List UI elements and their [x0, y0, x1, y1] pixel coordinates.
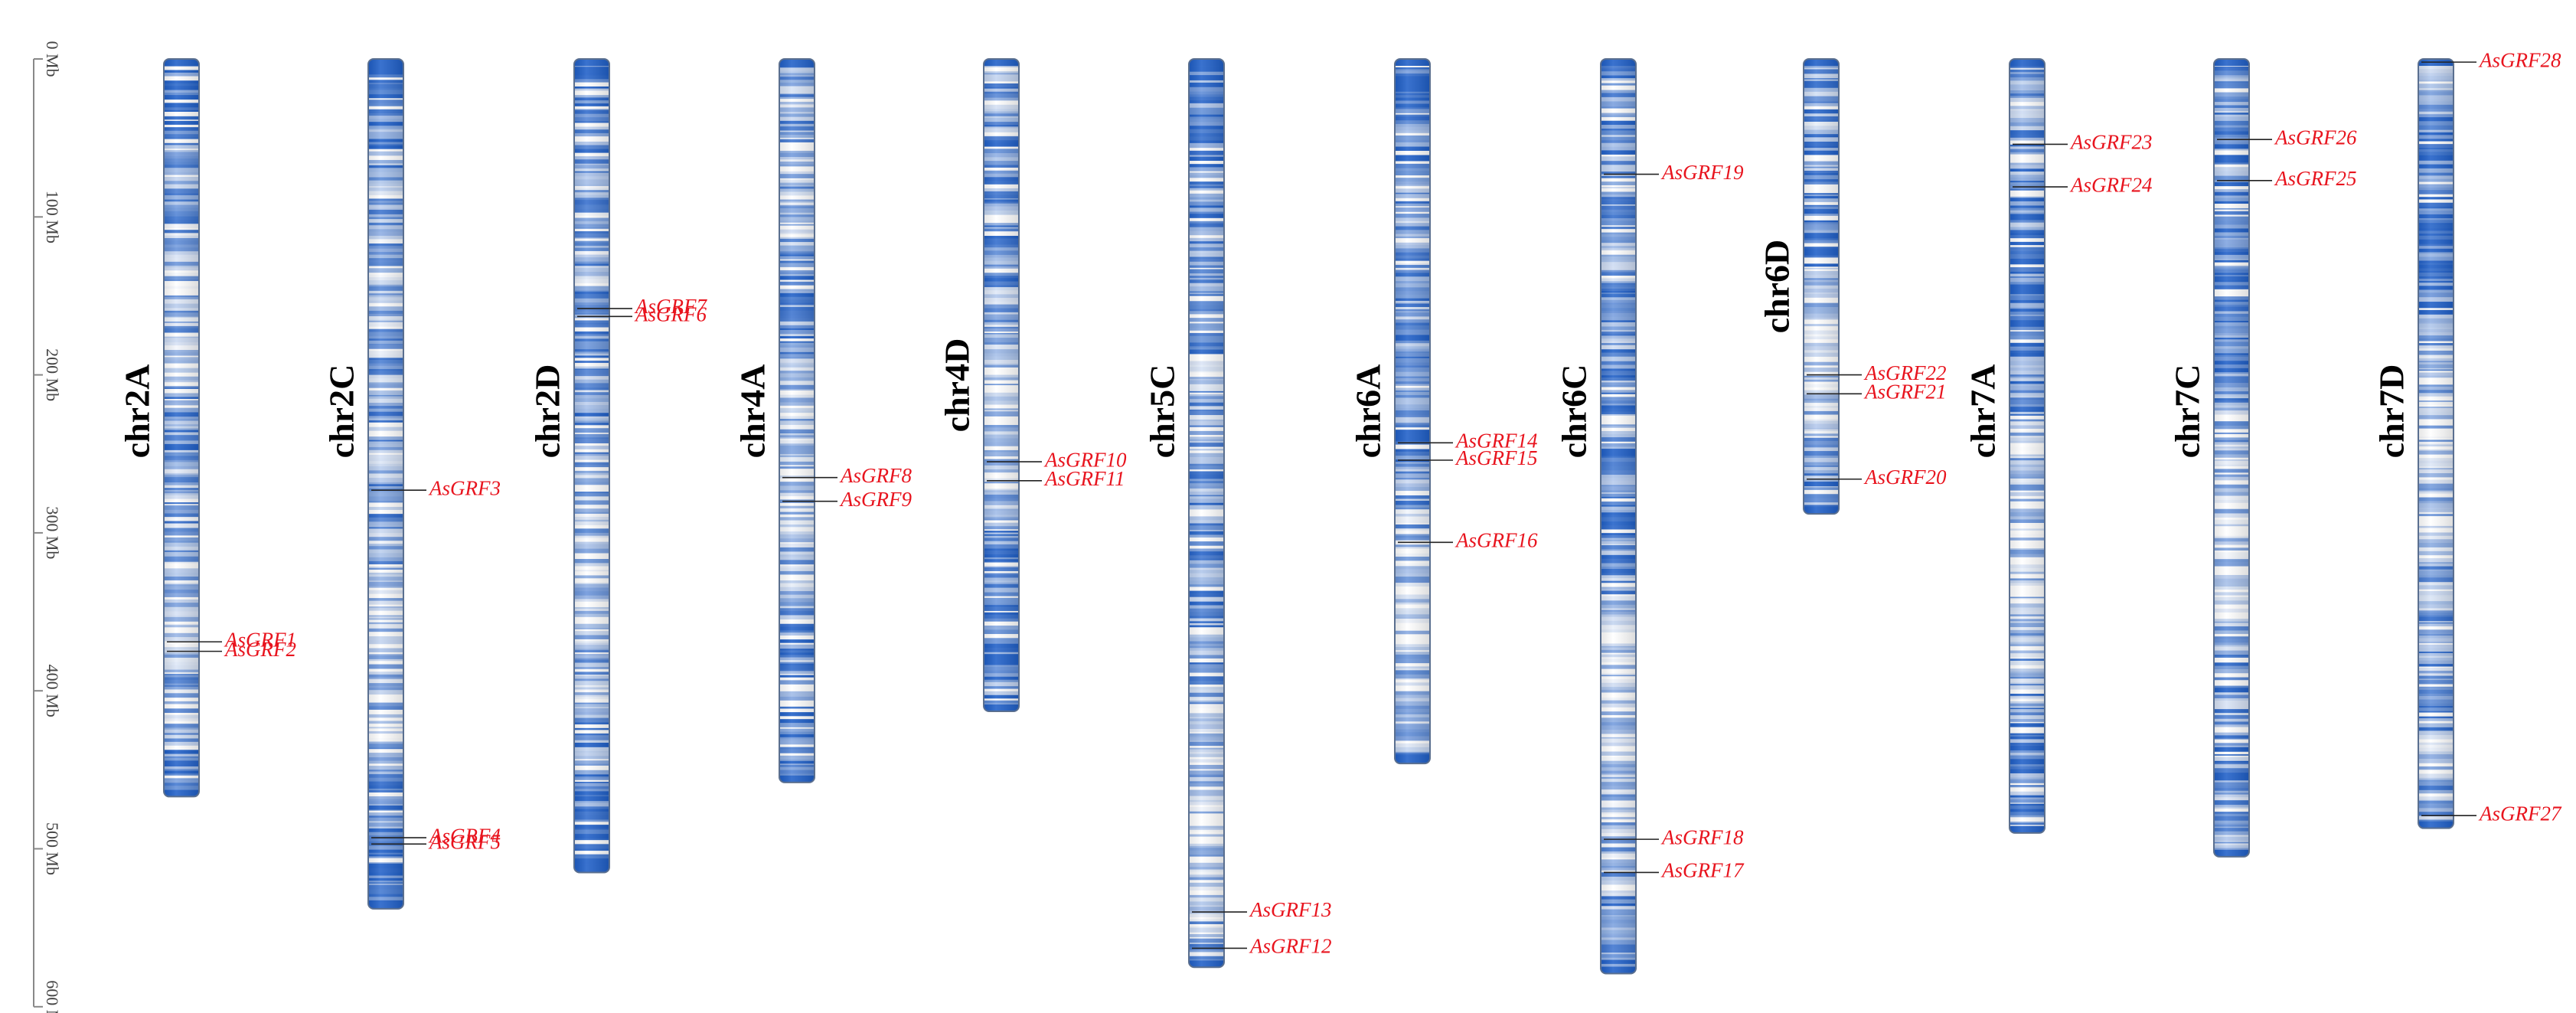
- chromosome-label: chr6A: [1349, 364, 1388, 459]
- chromosome-outline: [779, 58, 815, 783]
- chromosome-density: [2214, 59, 2249, 857]
- gene-label: AsGRF11: [1043, 467, 1125, 490]
- gene-label: AsGRF17: [1660, 859, 1745, 882]
- scale-axis: 0 Mb 100 Mb 200 Mb 300 Mb 400 Mb 500 Mb 600 Mb: [33, 41, 62, 1013]
- chromosome-density: [574, 59, 609, 873]
- chromosome-outline: [1803, 58, 1840, 515]
- gene-label: AsGRF4: [428, 824, 501, 847]
- gene-label: AsGRF3: [428, 476, 501, 499]
- chromosome-label: chr6C: [1555, 364, 1594, 459]
- chromosome-chr7D: chr7D AsGRF28 AsGRF27: [2372, 48, 2562, 829]
- gene-label: AsGRF6: [634, 302, 707, 325]
- chromosome-density: [2418, 59, 2454, 828]
- gene-label: AsGRF20: [1863, 466, 1947, 489]
- chromosome-density: [368, 59, 403, 909]
- gene-label: AsGRF8: [839, 464, 912, 487]
- chromosome-density: [984, 59, 1019, 712]
- chromosome-label: chr2C: [322, 364, 361, 459]
- chromosome-outline: [367, 58, 404, 910]
- gene-label: AsGRF27: [2478, 802, 2562, 825]
- gene-label: AsGRF14: [1455, 430, 1537, 453]
- gene-label: AsGRF12: [1249, 935, 1331, 958]
- chromosome-outline: [1394, 58, 1431, 765]
- gene-label: AsGRF19: [1660, 161, 1744, 184]
- chromosome-chr7C: chr7C AsGRF26 AsGRF25: [2168, 58, 2357, 858]
- gene-label: AsGRF23: [2069, 131, 2152, 154]
- gene-label: AsGRF1: [224, 628, 296, 651]
- chromosome-density: [1601, 59, 1636, 974]
- gene-label: AsGRF16: [1455, 528, 1538, 551]
- chromosome-outline: [573, 58, 610, 874]
- gene-label: AsGRF13: [1249, 898, 1331, 921]
- chromosome-density: [1395, 59, 1430, 764]
- chromosome-chr6C: chr6C AsGRF19 AsGRF18 AsGRF17: [1555, 58, 1745, 975]
- chromosome-label: chr2D: [528, 364, 567, 459]
- chromosome-label: chr5C: [1143, 364, 1182, 459]
- chromosome-outline: [2418, 58, 2454, 829]
- gene-label: AsGRF15: [1455, 446, 1537, 469]
- scale-tick-label: 600 Mb: [43, 980, 62, 1013]
- chromosome-chr5C: chr5C AsGRF13 AsGRF12: [1143, 58, 1331, 969]
- chromosome-outline: [163, 58, 200, 798]
- gene-label: AsGRF25: [2274, 167, 2356, 190]
- chromosome-density: [1804, 59, 1839, 515]
- chromosome-label: chr7A: [1964, 364, 2003, 459]
- gene-label: AsGRF2: [224, 638, 296, 661]
- chromosome-label: chr2A: [118, 364, 157, 459]
- scale-tick-label: 200 Mb: [43, 348, 62, 401]
- chromosome-label: chr4A: [733, 364, 772, 459]
- chromosome-chr7A: chr7A AsGRF23 AsGRF24: [1964, 58, 2152, 834]
- gene-label: AsGRF26: [2274, 126, 2357, 149]
- chromosome-label: chr6D: [1758, 240, 1797, 334]
- chromosome-outline: [2009, 58, 2045, 834]
- gene-label: AsGRF28: [2478, 48, 2561, 71]
- chromosome-density: [779, 59, 815, 783]
- chromosome-outline: [1600, 58, 1637, 975]
- gene-label: AsGRF7: [634, 295, 707, 318]
- chromosome-label: chr4D: [938, 338, 977, 433]
- chromosome-outline: [2213, 58, 2250, 858]
- chromosome-label: chr7D: [2372, 364, 2411, 459]
- chromosome-label: chr7C: [2168, 364, 2207, 459]
- gene-label: AsGRF24: [2069, 173, 2152, 196]
- scale-tick-label: 300 Mb: [43, 506, 62, 559]
- gene-label: AsGRF5: [428, 831, 501, 854]
- chromosome-outline: [1188, 58, 1225, 969]
- gene-label: AsGRF22: [1863, 361, 1946, 384]
- chromosome-density: [2010, 59, 2045, 833]
- gene-label: AsGRF10: [1043, 448, 1127, 471]
- gene-label: AsGRF9: [839, 488, 912, 511]
- gene-label: AsGRF21: [1863, 381, 1946, 404]
- chromosome-density: [1189, 59, 1224, 968]
- scale-tick-label: 500 Mb: [43, 822, 62, 875]
- chromosome-outline: [983, 58, 1020, 713]
- scale-tick-label: 400 Mb: [43, 665, 62, 717]
- chromosome-density: [164, 59, 199, 797]
- scale-tick-label: 0 Mb: [43, 41, 62, 77]
- gene-label: AsGRF18: [1660, 825, 1744, 848]
- scale-tick-label: 100 Mb: [43, 191, 62, 243]
